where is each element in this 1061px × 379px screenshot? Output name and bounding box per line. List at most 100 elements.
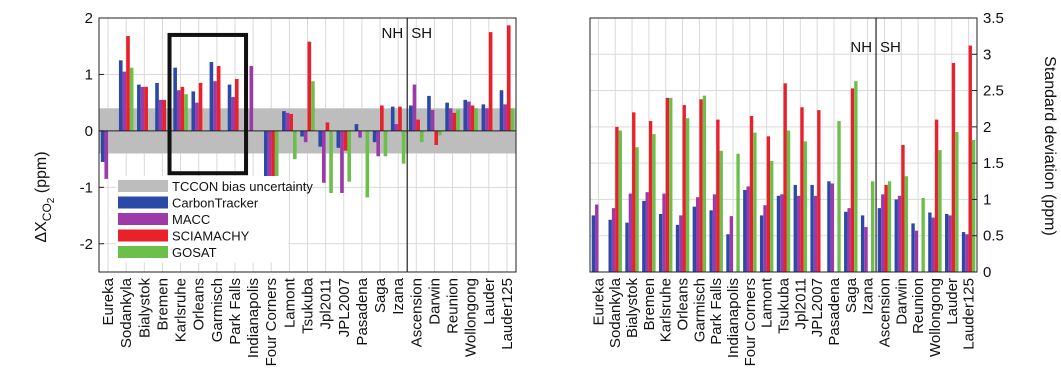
x-tick-label: Indianapolis [725,278,742,358]
legend-label: CarbonTracker [172,196,259,211]
y-tick-label: 0 [983,264,991,281]
x-tick-label: Jpl2011 [318,278,335,329]
bar-carbontracker-karlsruhe [173,67,177,131]
x-tick-label: Karlsruhe [658,278,675,342]
bar-macc-lamont [285,112,290,131]
bar-sciamachy-lauder [951,62,956,272]
bar-gosat-tsukuba [786,130,791,272]
bar-macc-jpl2011 [796,195,801,272]
x-tick-label: Four Corners [742,278,759,366]
bar-gosat-saga [854,81,858,272]
bar-sciamachy-jpl2011 [325,122,330,131]
x-tick-label: Saga [843,277,860,313]
x-tick-label: Karlsruhe [173,278,190,342]
bar-gosat-tsukuba [311,81,315,131]
bar-sciamachy-lamont [289,113,293,131]
bar-sciamachy-darwin [901,145,905,272]
bar-gosat-izana [870,181,875,272]
x-tick-label: Pasadena [826,277,843,345]
bar-gosat-reunion [456,109,460,131]
bar-macc-orleans [679,215,683,272]
bar-gosat-jpl2011 [803,141,808,272]
x-tick-label: Park Falls [708,278,725,345]
y-tick-label: -1 [80,179,93,196]
x-tick-label: Park Falls [227,278,244,345]
bar-gosat-sodankyla [129,67,134,131]
bar-carbontracker-saga [844,211,848,272]
bar-sciamachy-bremen [162,99,167,131]
legend-label: MACC [172,212,210,227]
bar-sciamachy-izana [398,106,402,131]
label-sh: SH [411,25,432,42]
bar-carbontracker-ascension [877,208,882,272]
bar-carbontracker-tsukuba [300,130,304,137]
bar-gosat-garmisch [702,95,707,272]
bar-carbontracker-lauder [945,213,949,272]
legend-label: GOSAT [172,245,217,260]
x-tick-label: Bremen [641,278,658,331]
legend-swatch [118,213,168,225]
bar-carbontracker-orleans [191,91,196,131]
bar-sciamachy-four-corners [749,115,754,272]
x-tick-label: Garmisch [209,278,226,342]
y-tick-label: 2 [85,10,93,27]
y-tick-label: 3.5 [983,10,1004,27]
bar-sciamachy-park-falls [234,78,239,131]
x-tick-label: Izana [860,277,877,314]
bar-macc-lauder125 [503,104,507,131]
bar-carbontracker-four-corners [743,189,747,272]
bar-carbontracker-four-corners [263,130,268,177]
x-tick-label: Pasadena [354,277,371,345]
x-tick-label: Ascension [876,278,893,347]
bar-macc-indianapolis [729,216,734,272]
bar-sciamachy-tsukuba [307,41,312,131]
bar-gosat-darwin [904,176,909,272]
bar-carbontracker-jpl2011 [793,184,797,272]
bar-macc-bremen [158,99,163,131]
bar-macc-sodankyla [122,71,127,131]
bar-gosat-lauder125 [971,139,976,272]
bar-sciamachy-lauder [488,32,493,131]
highlight-box [167,32,249,176]
bar-macc-karlsruhe [662,193,666,272]
bar-macc-bialystok [628,193,633,272]
x-tick-label: JPL2007 [809,278,826,337]
bar-macc-bialystok [140,86,145,131]
bar-sciamachy-ascension [884,184,888,272]
bar-carbontracker-lauder125 [499,90,504,131]
bar-gosat-pasadena [365,130,370,198]
y-tick-label: 1 [85,66,93,83]
bar-carbontracker-darwin [894,199,898,272]
right-ylabel: Standard deviation (ppm) [1041,56,1058,236]
right-panel: NH SH 0 0.5 1 1.5 2 2.5 3 3.5 Eureka Sodankyla Bialy… [589,10,1004,366]
bar-sciamachy-park-falls [716,119,720,272]
bar-macc-pasadena [358,130,362,138]
y-tick-label: 0.5 [983,228,1004,245]
bar-macc-eureka [104,130,109,179]
bar-sciamachy-jpl2007 [817,110,821,272]
bar-macc-orleans [195,102,199,131]
x-tick-label: Orleans [191,278,208,331]
bar-macc-jpl2011 [322,130,326,183]
bar-macc-lauder125 [965,234,969,272]
bar-carbontracker-wollongong [463,99,468,131]
x-tick-label: Bialystok [624,278,641,339]
x-tick-label: Reunion [445,278,462,334]
bar-macc-jpl2007 [340,130,344,193]
bar-gosat-lauder [955,131,959,272]
bar-carbontracker-darwin [427,95,431,131]
bar-macc-park-falls [231,97,235,131]
x-tick-label: Orleans [675,278,692,331]
bar-sciamachy-lamont [766,136,771,272]
bar-sciamachy-bialystok [144,86,148,131]
bar-sciamachy-garmisch [699,99,703,272]
plot-frame [98,17,517,273]
bar-macc-saga [847,208,851,272]
bar-gosat-four-corners [753,132,757,272]
left-ylabel: ΔXCO2 (ppm) [33,151,57,242]
bar-carbontracker-karlsruhe [658,213,663,272]
bar-gosat-indianapolis [736,153,740,272]
left-ylabel-main: ΔX [33,221,50,243]
bar-gosat-izana [401,130,406,164]
